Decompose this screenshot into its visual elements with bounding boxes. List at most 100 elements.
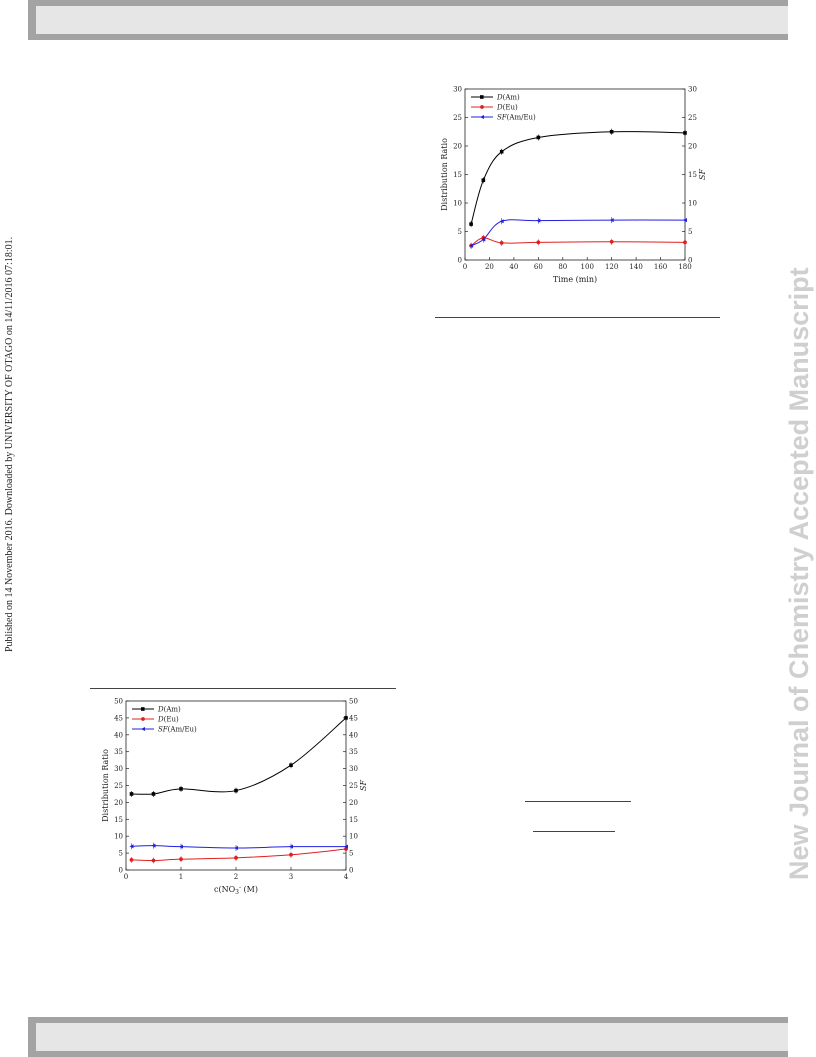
time-ytick-label-1: 5: [458, 228, 462, 236]
time-y2tick-label-6: 30: [688, 86, 697, 94]
nitrate-point-2-3: [234, 846, 238, 851]
time-point-1-4: [609, 239, 614, 244]
nitrate-y2tick-label-6: 30: [349, 765, 358, 773]
nitrate-y2label: SF: [359, 780, 368, 791]
nitrate-y2tick-label-4: 20: [349, 799, 358, 807]
time-y2tick-label-3: 15: [688, 171, 697, 179]
chart-nitrate-divider: [90, 688, 396, 689]
time-ytick-label-5: 25: [453, 114, 462, 122]
nitrate-legend-label-0: D(Am): [157, 706, 181, 714]
time-y2label: SF: [698, 169, 707, 180]
time-xlabel: Time (min): [553, 275, 597, 284]
time-xtick-label-7: 140: [629, 263, 642, 271]
time-legend-label-2: SF(Am/Eu): [497, 114, 536, 122]
nitrate-point-2-0: [129, 844, 134, 849]
time-y2tick-label-5: 25: [688, 114, 697, 122]
time-xtick-label-4: 80: [558, 263, 567, 271]
nitrate-point-2-2: [179, 844, 183, 849]
nitrate-legend-marker-1: [141, 717, 145, 721]
nitrate-point-0-4: [289, 763, 293, 768]
time-xtick-label-9: 180: [678, 263, 691, 271]
time-ytick-label-6: 30: [453, 86, 462, 94]
nitrate-xtick-label-3: 3: [289, 873, 293, 881]
nitrate-y2tick-label-2: 10: [349, 833, 358, 841]
nitrate-y2tick-label-1: 5: [349, 850, 353, 858]
time-xtick-label-3: 60: [534, 263, 543, 271]
time-xtick-label-5: 100: [581, 263, 594, 271]
time-point-2-5: [683, 218, 687, 223]
time-point-1-3: [536, 240, 541, 245]
time-point-0-4: [609, 129, 614, 134]
nitrate-legend-label-2: SF(Am/Eu): [158, 726, 197, 734]
time-xtick-label-1: 20: [485, 263, 494, 271]
time-series-line-1: [470, 237, 686, 247]
top-banner: [28, 0, 788, 40]
time-point-2-1: [481, 237, 486, 242]
nitrate-point-0-2: [179, 787, 183, 791]
short-rule-2: [533, 831, 615, 832]
nitrate-point-0-5: [344, 716, 348, 720]
nitrate-point-1-3: [234, 855, 238, 860]
nitrate-point-0-3: [234, 788, 238, 793]
nitrate-ytick-label-2: 10: [114, 833, 123, 841]
nitrate-ytick-label-1: 5: [119, 850, 123, 858]
nitrate-point-1-4: [289, 852, 293, 857]
nitrate-xtick-label-4: 4: [344, 873, 349, 881]
time-xtick-label-6: 120: [605, 263, 618, 271]
nitrate-ytick-label-10: 50: [114, 698, 123, 706]
time-series-line-0: [470, 131, 686, 225]
nitrate-legend-marker-2: [141, 727, 145, 731]
time-y2tick-label-2: 10: [688, 200, 697, 208]
nitrate-ylabel: Distribution Ratio: [101, 749, 110, 822]
time-legend-label-1: D(Eu): [496, 104, 518, 112]
nitrate-y2tick-label-9: 45: [349, 714, 358, 722]
nitrate-point-1-0: [129, 857, 134, 862]
time-point-0-5: [683, 131, 687, 135]
nitrate-ytick-label-5: 25: [114, 782, 123, 790]
time-point-0-1: [481, 178, 486, 182]
time-point-0-3: [536, 135, 541, 140]
nitrate-y2tick-label-10: 50: [349, 698, 358, 706]
time-point-1-5: [683, 240, 687, 245]
time-xtick-label-0: 0: [463, 263, 467, 271]
time-y2tick-label-0: 0: [688, 257, 692, 265]
time-ytick-label-0: 0: [458, 257, 462, 265]
nitrate-ytick-label-9: 45: [114, 714, 123, 722]
nitrate-point-0-1: [151, 792, 156, 796]
nitrate-legend-marker-0: [141, 707, 145, 711]
nitrate-ytick-label-3: 15: [114, 816, 123, 824]
nitrate-point-1-2: [179, 857, 183, 862]
chart-time-divider: [435, 317, 720, 318]
nitrate-point-2-4: [289, 844, 293, 849]
time-point-1-2: [499, 241, 504, 245]
nitrate-series-line-1: [131, 848, 347, 862]
journal-watermark-text: New Journal of Chemistry Accepted Manusc…: [784, 267, 814, 880]
time-point-2-3: [536, 218, 541, 223]
time-point-0-2: [499, 149, 504, 154]
time-y2tick-label-4: 20: [688, 143, 697, 151]
time-ylabel: Distribution Ratio: [440, 138, 449, 211]
nitrate-y2tick-label-0: 0: [349, 867, 353, 875]
nitrate-point-1-1: [151, 858, 156, 863]
nitrate-xlabel: c(NO3- (M): [214, 884, 258, 896]
time-point-2-4: [609, 218, 614, 223]
nitrate-point-2-1: [151, 843, 156, 848]
nitrate-ytick-label-6: 30: [114, 765, 123, 773]
time-legend-marker-2: [480, 115, 484, 119]
time-ytick-label-4: 20: [453, 143, 462, 151]
nitrate-xtick-label-0: 0: [124, 873, 128, 881]
nitrate-ytick-label-4: 20: [114, 799, 123, 807]
time-point-2-0: [469, 243, 474, 248]
nitrate-xtick-label-2: 2: [234, 873, 238, 881]
time-point-0-0: [469, 222, 473, 226]
journal-watermark: New Journal of Chemistry Accepted Manusc…: [784, 267, 816, 920]
time-ytick-label-3: 15: [453, 171, 462, 179]
nitrate-y2tick-label-8: 40: [349, 731, 358, 739]
nitrate-legend-label-1: D(Eu): [157, 716, 179, 724]
publication-note-text: Published on 14 November 2016. Downloade…: [4, 236, 15, 652]
nitrate-ytick-label-0: 0: [119, 867, 123, 875]
nitrate-point-0-0: [129, 792, 134, 796]
nitrate-point-2-5: [344, 844, 348, 849]
time-xtick-label-2: 40: [509, 263, 518, 271]
